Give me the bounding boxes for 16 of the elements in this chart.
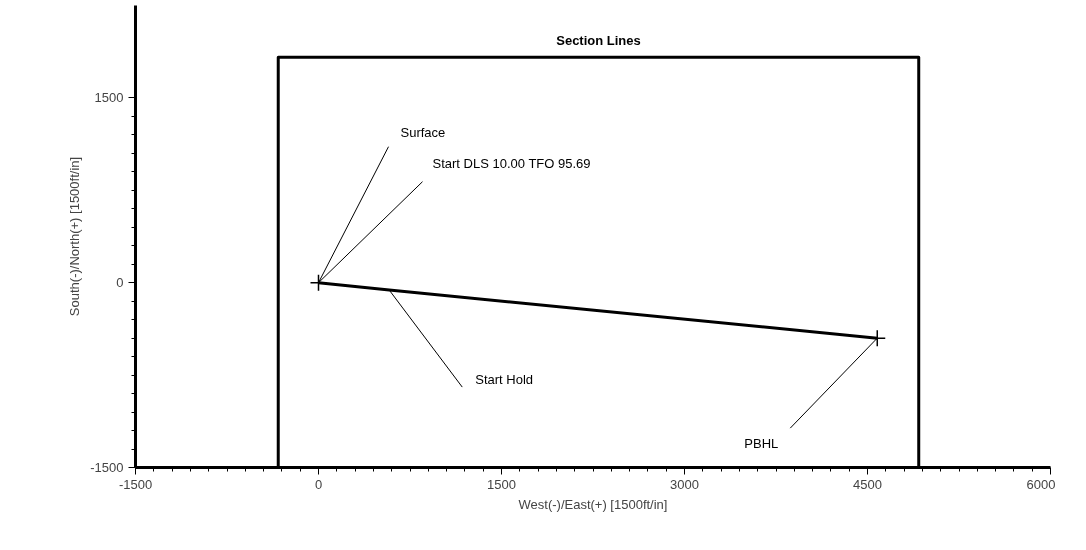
x-tick-label: 1500 (487, 476, 516, 492)
annotation: PBHL (744, 435, 779, 451)
x-tick-label: 0 (314, 476, 323, 492)
annotation: Start DLS 10.00 TFO 95.69 (432, 156, 591, 172)
x-tick-label: 4500 (853, 476, 882, 492)
y-tick-label: 1500 (94, 90, 124, 106)
x-tick-label: 6000 (1026, 476, 1056, 492)
x-axis-title: West(-)/East(+) [1500ft/in] (518, 496, 668, 512)
y-tick-label: 0 (116, 275, 124, 291)
x-tick-label: 3000 (670, 476, 699, 492)
annotation: Start Hold (475, 371, 534, 387)
y-axis-title: South(-)/North(+) [1500ft/in] (67, 156, 83, 317)
x-tick-label: -1500 (118, 476, 153, 492)
annotation: Surface (400, 125, 446, 141)
y-tick-label: -1500 (90, 460, 124, 475)
series-label: Section Lines (556, 33, 641, 49)
